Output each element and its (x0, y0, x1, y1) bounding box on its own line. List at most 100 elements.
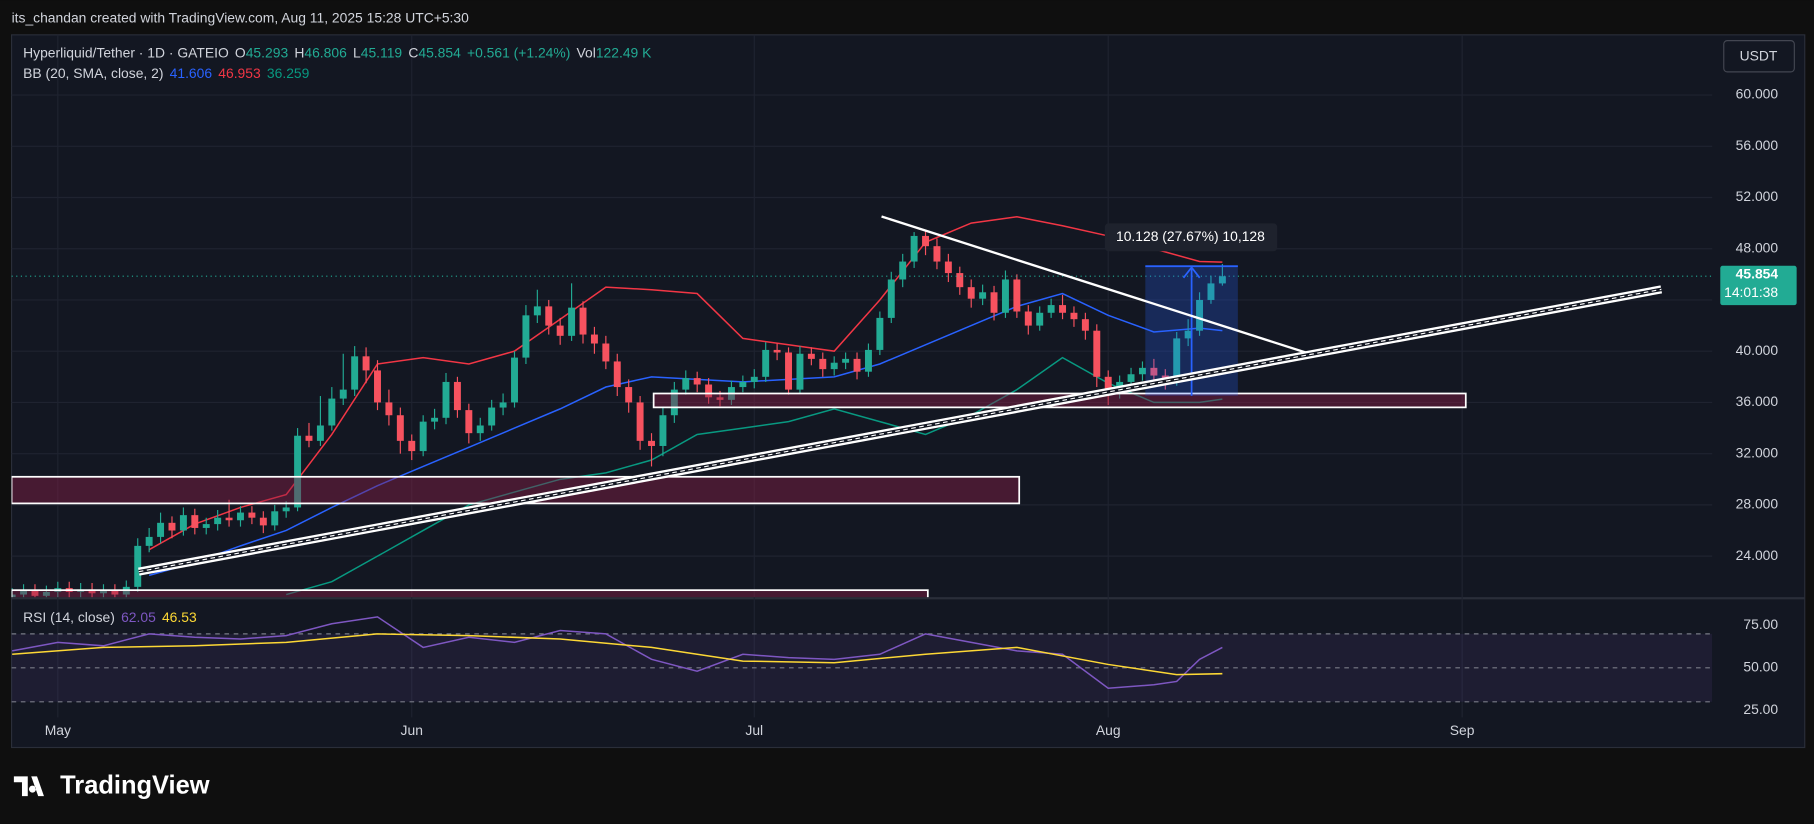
candle-body (842, 358, 850, 363)
candle-body (864, 349, 872, 372)
candle-body (1093, 330, 1101, 377)
candle-body (100, 590, 107, 594)
bb-value: 41.606 (170, 65, 213, 81)
candle-body (785, 352, 792, 390)
attribution: its_chandan created with TradingView.com… (12, 9, 470, 25)
candle-body (636, 402, 644, 441)
candle-body (20, 590, 28, 595)
candle-body (625, 387, 633, 403)
bb-value: 46.953 (218, 65, 261, 81)
candle-body (944, 261, 952, 274)
x-tick-label: Jul (745, 722, 763, 738)
candle-body (88, 589, 96, 594)
axes: 24.00028.00032.00036.00040.00044.00048.0… (45, 86, 1797, 738)
candle-body (1047, 305, 1055, 313)
candle-body (979, 292, 987, 299)
y-tick-label: 24.000 (1736, 547, 1779, 563)
candle-body (545, 306, 553, 326)
bb-line (148, 215, 1223, 551)
x-tick-label: Sep (1450, 722, 1475, 738)
candle-body (202, 524, 210, 528)
candle-body (1173, 338, 1181, 382)
y-tick-label: 48.000 (1736, 239, 1779, 255)
candles (11, 229, 1713, 598)
candle-body (351, 356, 359, 390)
rsi-tick-label: 75.00 (1743, 616, 1778, 632)
ohlc-label: H (294, 44, 304, 60)
candle-body (1036, 312, 1044, 326)
candle-body (568, 307, 576, 336)
last-price-box (1720, 265, 1797, 306)
y-tick-label: 36.000 (1736, 393, 1779, 409)
ohlc-value: 45.293 (246, 44, 289, 60)
symbol: Hyperliquid/Tether · 1D · GATEIO (23, 44, 229, 60)
candle-body (396, 415, 404, 441)
candle-body (191, 515, 199, 528)
trendline (881, 215, 1308, 355)
candle-body (1150, 367, 1158, 376)
candle-body (533, 306, 541, 316)
candle-body (853, 358, 861, 372)
candle-body (488, 407, 496, 426)
grid (11, 34, 1713, 718)
y-tick-label: 60.000 (1736, 86, 1779, 102)
candle-body (579, 307, 587, 335)
currency-button[interactable] (1723, 40, 1795, 73)
candle-body (1001, 279, 1009, 313)
ohlc-label: C (408, 44, 418, 60)
candle-body (476, 425, 484, 434)
candle-body (830, 362, 838, 370)
candle-body (648, 440, 655, 446)
measure-arrowhead (1182, 265, 1201, 279)
candle-body (134, 545, 142, 587)
drawings (11, 215, 1663, 598)
countdown: 14:01:38 (1724, 284, 1778, 300)
candle-body (1024, 311, 1032, 326)
y-tick-label: 40.000 (1736, 342, 1779, 358)
candle-body (374, 370, 381, 403)
candle-body (922, 235, 930, 247)
candle-body (442, 381, 450, 418)
candle-body (1196, 299, 1204, 331)
rsi-pane (11, 616, 1713, 703)
candle-body (294, 435, 302, 508)
candle-body (762, 349, 770, 377)
candle-body (670, 389, 678, 416)
rsi-label: RSI (14, close) (23, 609, 115, 625)
candle-body (1218, 276, 1226, 284)
candle-body (31, 590, 39, 596)
trend-channel-midline (138, 288, 1662, 573)
support-zone (11, 589, 929, 598)
candle-body (431, 417, 439, 422)
candle-body (1184, 330, 1192, 339)
candle-body (590, 334, 598, 344)
candle-body (933, 246, 941, 262)
currency[interactable]: USDT (1740, 48, 1778, 64)
y-tick-label: 32.000 (1736, 444, 1779, 460)
logo-icon (13, 776, 44, 797)
candle-body (1070, 312, 1078, 320)
candle-body (305, 435, 313, 441)
y-tick-label: 56.000 (1736, 137, 1779, 153)
candle-body (248, 512, 256, 518)
rsi-tick-label: 25.00 (1743, 701, 1778, 717)
rsi-line (12, 616, 1223, 690)
candle-body (876, 317, 884, 350)
rsi-line (12, 633, 1223, 676)
candle-body (339, 389, 347, 399)
ohlc-value: 46.806 (304, 44, 347, 60)
candle-body (682, 378, 690, 390)
symbol-legend: Hyperliquid/Tether · 1D · GATEIO O45.293… (23, 44, 652, 60)
candle-body (1207, 283, 1215, 300)
candle-body (739, 381, 747, 388)
x-tick-label: Jun (401, 722, 423, 738)
candle-body (419, 421, 427, 452)
candle-body (967, 287, 975, 299)
candle-body (111, 590, 119, 595)
ohlc-label: L (353, 44, 361, 60)
rsi-tick-label: 50.00 (1743, 659, 1778, 675)
ohlc-label: O (235, 44, 246, 60)
candle-body (214, 517, 222, 525)
candle-body (316, 425, 324, 441)
